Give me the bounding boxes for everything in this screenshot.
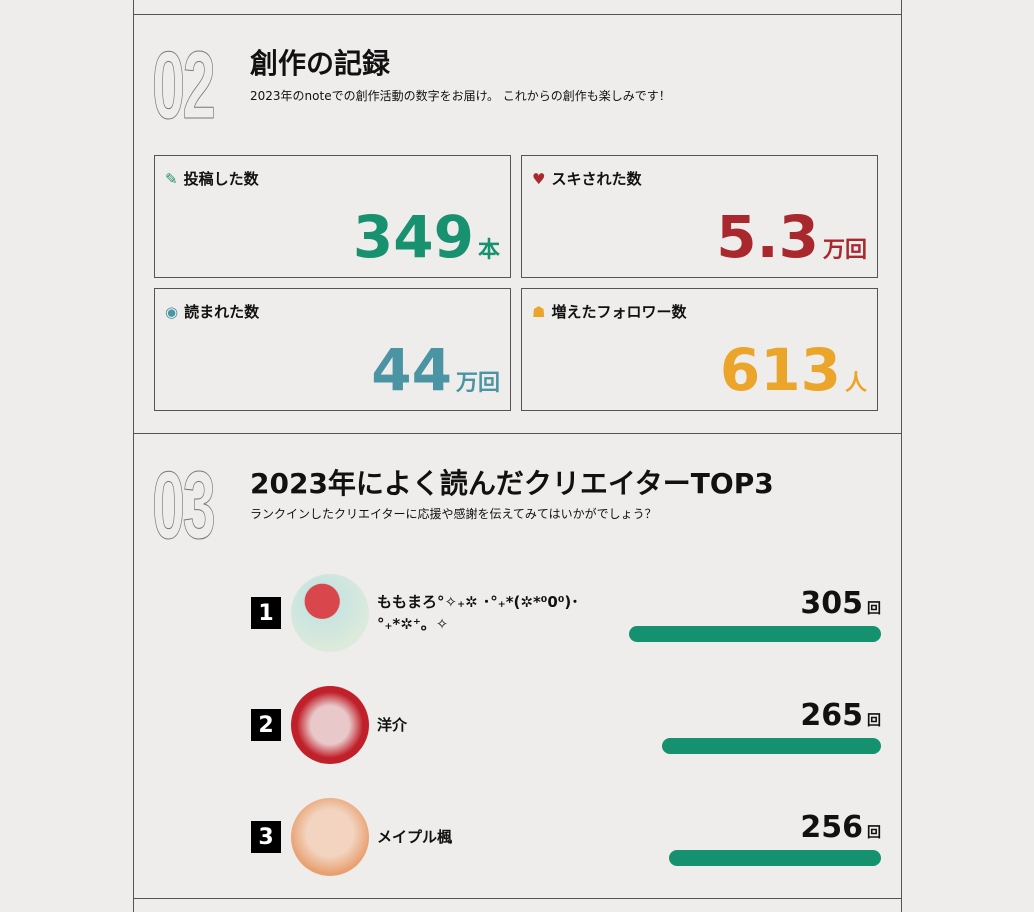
read-unit: 回 bbox=[867, 601, 881, 617]
read-unit: 回 bbox=[867, 825, 881, 841]
stat-card-likes: ♥ スキされた数 5.3 万回 bbox=[521, 155, 878, 278]
rank-badge: 3 bbox=[251, 821, 281, 853]
count-bar bbox=[661, 738, 881, 754]
creator-row[interactable]: 2 洋介 bbox=[251, 686, 597, 764]
stat-card-followers: ☗ 増えたフォロワー数 613 人 bbox=[521, 288, 878, 411]
heart-icon: ♥ bbox=[532, 169, 546, 188]
stat-card-views: ◉ 読まれた数 44 万回 bbox=[154, 288, 511, 411]
avatar[interactable] bbox=[291, 574, 369, 652]
read-count: 305 bbox=[800, 586, 863, 621]
read-unit: 回 bbox=[867, 713, 881, 729]
stat-value: 5.3 bbox=[716, 203, 819, 271]
section-title: 創作の記録 bbox=[250, 47, 391, 80]
section-number: 03 bbox=[152, 452, 216, 559]
section-number: 02 bbox=[152, 32, 216, 139]
stat-label: スキされた数 bbox=[551, 170, 642, 188]
stat-value: 44 bbox=[371, 336, 452, 404]
rank-badge: 2 bbox=[251, 709, 281, 741]
rank-badge: 1 bbox=[251, 597, 281, 629]
creator-name[interactable]: メイプル楓 bbox=[377, 827, 453, 846]
pencil-icon: ✎ bbox=[165, 169, 178, 188]
people-icon: ☗ bbox=[532, 302, 546, 321]
eye-icon: ◉ bbox=[165, 302, 179, 321]
creator-row[interactable]: 3 メイプル楓 bbox=[251, 798, 597, 876]
divider bbox=[134, 898, 901, 899]
stat-value: 349 bbox=[352, 203, 474, 271]
stat-unit: 人 bbox=[844, 371, 867, 396]
divider bbox=[134, 433, 901, 434]
stat-unit: 万回 bbox=[455, 371, 500, 396]
stat-label: 増えたフォロワー数 bbox=[551, 303, 687, 321]
stat-label: 読まれた数 bbox=[184, 303, 260, 321]
stat-label: 投稿した数 bbox=[183, 170, 259, 188]
count-bar bbox=[629, 626, 881, 642]
stat-value: 613 bbox=[719, 336, 841, 404]
section-subtitle: 2023年のnoteでの創作活動の数字をお届け。 これからの創作も楽しみです！ bbox=[250, 89, 671, 103]
read-count: 256 bbox=[800, 810, 863, 845]
creator-name[interactable]: 洋介 bbox=[377, 715, 408, 734]
creator-row[interactable]: 1 ももまろ°✧₊✲ ･°₊*(✲*⁰0⁰)･ °₊*✲⁺。✧ bbox=[251, 574, 597, 652]
creator-name[interactable]: ももまろ°✧₊✲ ･°₊*(✲*⁰0⁰)･ °₊*✲⁺。✧ bbox=[377, 592, 579, 634]
read-count: 265 bbox=[800, 698, 863, 733]
avatar[interactable] bbox=[291, 798, 369, 876]
content-column: 02 創作の記録 2023年のnoteでの創作活動の数字をお届け。 これからの創… bbox=[133, 0, 902, 912]
divider bbox=[134, 14, 901, 15]
stat-unit: 本 bbox=[477, 238, 500, 263]
section-subtitle: ランクインしたクリエイターに応援や感謝を伝えてみてはいかがでしょう？ bbox=[250, 507, 657, 521]
stat-unit: 万回 bbox=[822, 238, 867, 263]
stat-card-posts: ✎ 投稿した数 349 本 bbox=[154, 155, 511, 278]
avatar[interactable] bbox=[291, 686, 369, 764]
count-bar bbox=[669, 850, 881, 866]
section-title: 2023年によく読んだクリエイターTOP3 bbox=[250, 467, 774, 500]
